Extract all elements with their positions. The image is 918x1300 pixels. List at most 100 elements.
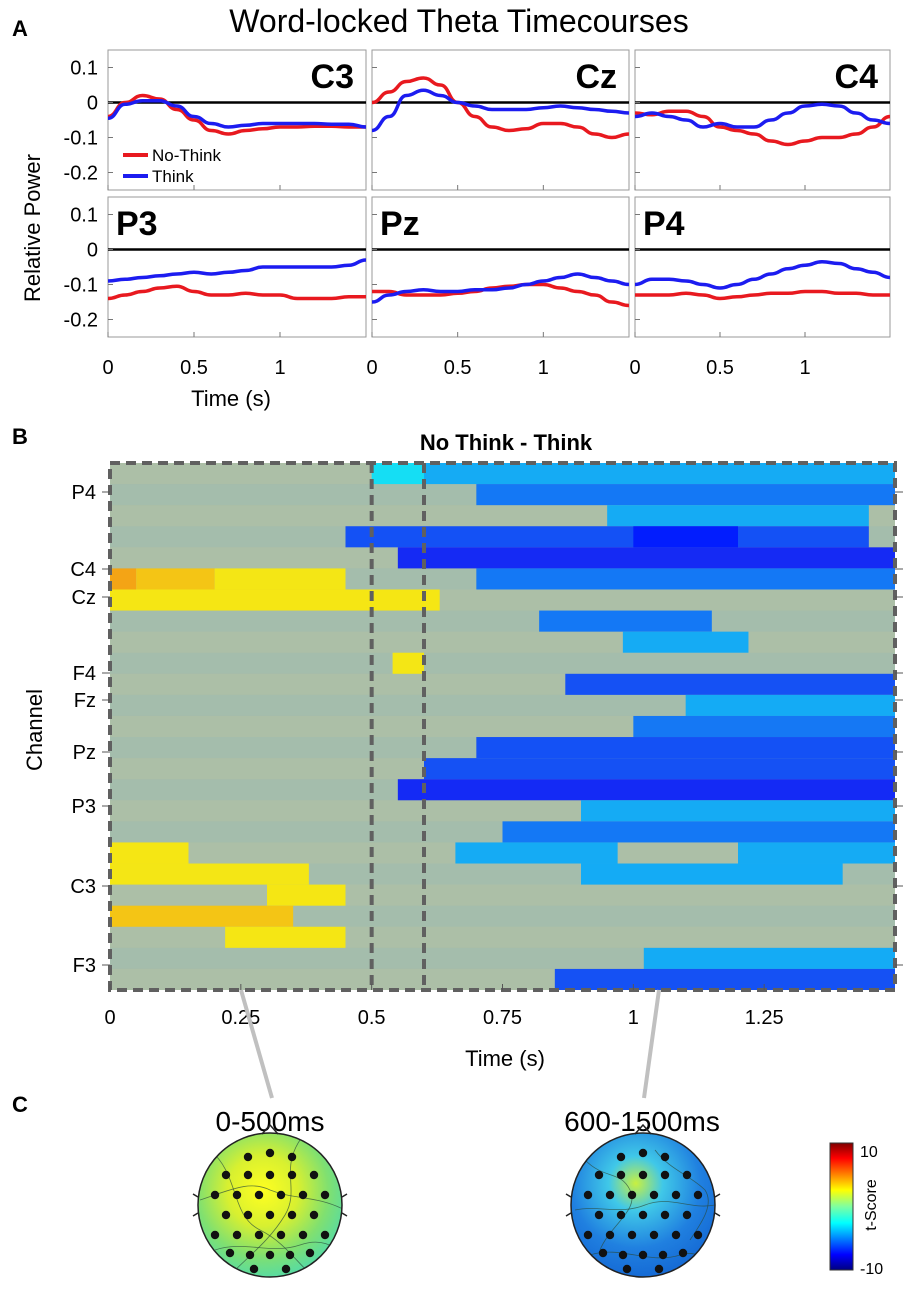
heatmap-cluster <box>397 547 895 569</box>
x-tick-label: 0 <box>102 357 113 379</box>
channel-label-p3: P3 <box>72 796 96 818</box>
heatmap-cluster <box>738 842 895 864</box>
electrode-dot <box>265 1250 275 1260</box>
heatmap-row-bg <box>110 610 895 632</box>
electrode-dot <box>309 1210 319 1220</box>
electrode-dot <box>658 1250 668 1260</box>
subplot-cz: Cz <box>371 49 630 191</box>
timecourse-legend: No-Think Think <box>123 146 221 186</box>
panel-letter-c: C <box>12 1092 28 1117</box>
electrode-dot <box>305 1248 315 1258</box>
heatmap-cluster <box>476 568 895 590</box>
scalp-surface <box>198 1133 342 1277</box>
electrode-dot <box>605 1230 615 1240</box>
heatmap-cluster <box>371 463 424 485</box>
heatmap-cluster <box>455 842 618 864</box>
electrode-dot <box>298 1230 308 1240</box>
electrode-dot <box>583 1230 593 1240</box>
window-connector-1 <box>239 989 274 1099</box>
electrode-dot <box>583 1190 593 1200</box>
electrode-dot <box>616 1152 626 1162</box>
electrode-dot <box>210 1230 220 1240</box>
heatmap-row-bg <box>110 884 895 906</box>
heatmap-cluster <box>643 947 895 969</box>
series-line-think <box>634 260 891 290</box>
heatmap-title: No Think - Think <box>420 430 593 455</box>
channel-label-f4: F4 <box>73 663 96 685</box>
right-ear <box>714 1193 721 1217</box>
subplot-frame <box>371 49 630 191</box>
electrode-dot <box>649 1230 659 1240</box>
electrode-dot <box>660 1170 670 1180</box>
series-line-no-think <box>371 76 630 140</box>
timecourse-xlabel: Time (s) <box>191 386 271 411</box>
contour-line <box>654 1149 709 1241</box>
window-connector-2 <box>642 989 661 1099</box>
series-line-think <box>371 88 630 133</box>
heatmap-cluster <box>622 631 749 653</box>
electrode-dot <box>232 1190 242 1200</box>
heatmap-x-tick-label: 0.75 <box>483 1007 522 1029</box>
left-ear <box>565 1193 572 1217</box>
electrode-dot <box>287 1152 297 1162</box>
electrode-dot <box>638 1250 648 1260</box>
colorbar-min-label: -10 <box>860 1261 883 1278</box>
channel-label-c4: C4 <box>70 559 96 581</box>
heatmap-cluster <box>110 842 189 864</box>
electrode-dot <box>627 1190 637 1200</box>
panel-letter-a: A <box>12 16 28 41</box>
electrode-dot <box>245 1250 255 1260</box>
electrode-dot <box>638 1170 648 1180</box>
electrode-label: Pz <box>380 205 420 243</box>
heatmap-cluster <box>539 610 712 632</box>
electrode-dot <box>285 1250 295 1260</box>
electrode-dot <box>254 1190 264 1200</box>
heatmap-cluster <box>110 905 294 927</box>
heatmap-row-bg <box>110 905 895 927</box>
electrode-dot <box>616 1210 626 1220</box>
electrode-dot <box>287 1170 297 1180</box>
heatmap-cluster <box>136 568 215 590</box>
heatmap-cluster <box>476 737 895 759</box>
scalp-surface <box>571 1133 715 1277</box>
electrode-dot <box>265 1170 275 1180</box>
electrode-dot <box>671 1190 681 1200</box>
heatmap-cluster <box>267 884 346 906</box>
electrode-dot <box>618 1250 628 1260</box>
series-line-think <box>634 102 891 129</box>
nose <box>261 1123 279 1135</box>
series-line-no-think <box>107 93 366 136</box>
electrode-label: C3 <box>311 58 354 96</box>
colorbar-label: t-Score <box>863 1179 880 1231</box>
heatmap-cluster <box>581 863 843 885</box>
subplot-p3: P3 <box>107 196 367 338</box>
heatmap-cluster <box>685 694 895 716</box>
heatmap-cluster <box>633 526 738 548</box>
electrode-dot <box>660 1152 670 1162</box>
electrode-dot <box>210 1190 220 1200</box>
subplot-frame <box>371 196 630 338</box>
y-tick-label: 0.1 <box>70 205 98 227</box>
heatmap-row-bg <box>110 652 895 674</box>
electrode-dot <box>221 1210 231 1220</box>
electrode-dot <box>243 1210 253 1220</box>
topomap-early <box>192 1123 348 1278</box>
electrode-dot <box>243 1152 253 1162</box>
electrode-dot <box>281 1264 291 1274</box>
electrode-dot <box>693 1230 703 1240</box>
electrode-dot <box>249 1264 259 1274</box>
heatmap-cluster <box>392 652 424 674</box>
left-ear <box>192 1193 199 1217</box>
subplot-frame <box>107 49 367 191</box>
panel-letter-b: B <box>12 424 28 449</box>
nose <box>634 1123 652 1135</box>
electrode-dot <box>638 1148 648 1158</box>
electrode-dot <box>654 1264 664 1274</box>
y-tick-label: -0.1 <box>64 128 98 150</box>
electrode-dot <box>276 1230 286 1240</box>
series-line-think <box>107 258 367 283</box>
x-tick-label: 0 <box>366 357 377 379</box>
colorbar <box>829 1142 854 1271</box>
head-outline <box>570 1132 716 1278</box>
